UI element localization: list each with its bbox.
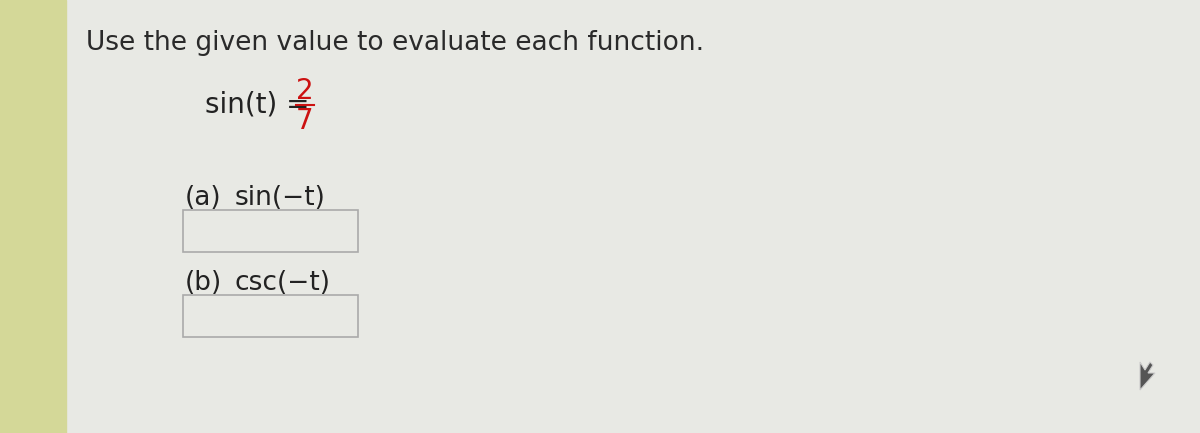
Text: sin(−t): sin(−t) (235, 185, 326, 211)
Text: (a): (a) (185, 185, 222, 211)
Text: Use the given value to evaluate each function.: Use the given value to evaluate each fun… (86, 30, 704, 56)
Text: 7: 7 (296, 107, 314, 135)
Text: (b): (b) (185, 270, 222, 296)
Bar (182, 295, 358, 337)
Bar (0, 0, 66, 433)
Text: 2: 2 (296, 77, 314, 105)
Polygon shape (1140, 362, 1154, 390)
Text: sin(t) =: sin(t) = (205, 91, 318, 119)
Text: csc(−t): csc(−t) (235, 270, 331, 296)
Bar (182, 210, 358, 252)
